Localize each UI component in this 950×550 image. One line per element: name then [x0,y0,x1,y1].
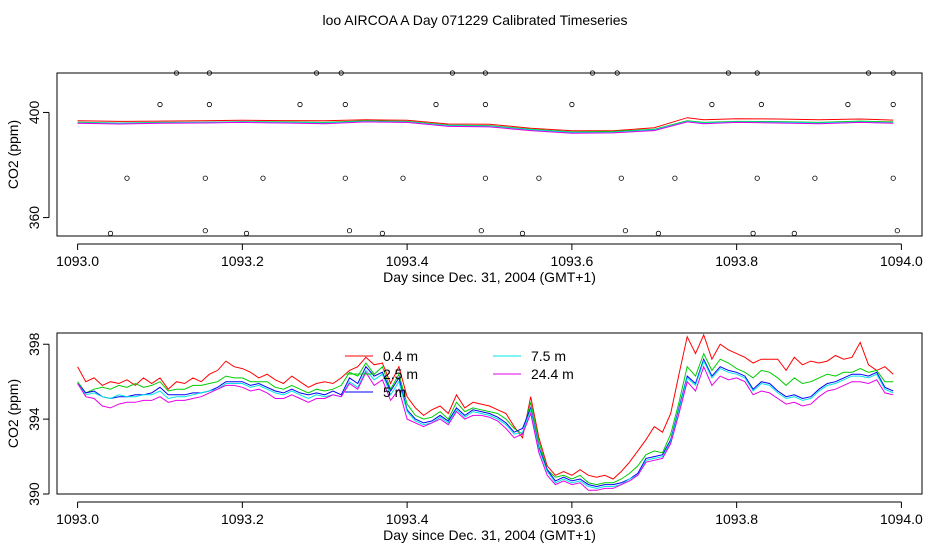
top-panel: 1093.0 1093.2 1093.4 1093.6 1093.8 1094.0 Day … [5,70,923,285]
data-point [157,101,163,108]
x-tick-label: 1094.0 [880,253,923,269]
legend-label-3: 7.5 m [531,348,566,364]
legend-label-1: 2.5 m [383,366,418,382]
y-tick-label: 390 [26,482,42,506]
data-point [622,228,629,234]
data-point [433,101,439,108]
series-line-2 [77,357,894,488]
x-tick-label: 1093.0 [56,253,99,269]
x-tick-label: 1093.2 [221,253,264,269]
series-line-3 [77,359,894,489]
legend-label-2: 5 m [383,384,406,400]
y-tick-label: 400 [26,101,42,125]
plot-frame [56,72,923,237]
data-point [519,230,526,236]
data-point [482,175,488,181]
series-line-4 [77,365,894,491]
data-point [400,175,406,181]
data-point [655,230,662,236]
data-point [894,228,900,234]
data-point [260,175,266,181]
x-axis-label: Day since Dec. 31, 2004 (GMT+1) [383,527,596,543]
y-tick-label: 360 [26,206,42,230]
data-point [672,175,678,181]
x-tick-label: 1093.4 [386,253,429,269]
data-point [569,101,575,108]
data-point [482,101,488,108]
data-point [346,228,353,234]
y-axis-label: CO2 (ppm) [5,120,21,189]
legend: 0.4 m 2.5 m 5 m 7.5 m 24.4 m [345,348,574,400]
y-tick-label: 394 [26,407,42,431]
data-point [206,101,212,108]
data-point [243,230,250,236]
bottom-panel: 1093.0 1093.2 1093.4 1093.6 1093.8 1094.0 Day … [5,332,923,543]
data-point [342,175,348,181]
data-point [754,175,760,181]
chart-title: loo AIRCOA A Day 071229 Calibrated Times… [322,12,627,28]
data-point [536,175,542,181]
x-tick-label: 1093.4 [386,511,429,527]
data-point [379,230,385,236]
y-tick-label: 398 [26,332,42,356]
x-tick-label: 1093.0 [56,511,99,527]
x-tick-label: 1094.0 [880,511,923,527]
data-point [342,101,348,108]
data-point [709,101,715,108]
data-point [124,175,130,181]
data-point [618,175,624,181]
series-line-4 [77,121,894,134]
plot-frame [56,332,923,495]
data-point [478,228,484,234]
data-point [758,101,765,108]
x-axis-label: Day since Dec. 31, 2004 (GMT+1) [383,269,596,285]
series-line-0 [77,333,894,480]
x-tick-label: 1093.6 [550,511,593,527]
x-tick-label: 1093.8 [715,253,758,269]
data-point [297,101,303,108]
data-point [750,230,756,236]
x-tick-label: 1093.2 [221,511,264,527]
x-tick-label: 1093.8 [715,511,758,527]
data-point [791,230,797,236]
data-point [890,175,896,181]
y-axis-label: CO2 (ppm) [5,379,21,448]
data-point [107,230,114,236]
data-point [890,101,896,108]
legend-label-0: 0.4 m [383,348,418,364]
data-point [812,175,818,181]
x-tick-label: 1093.6 [550,253,593,269]
series-line-3 [77,120,894,133]
series-line-1 [77,352,894,486]
series-line-0 [77,117,894,132]
legend-label-4: 24.4 m [531,366,574,382]
data-point [202,228,208,234]
data-point [202,175,208,181]
data-point [845,101,851,108]
